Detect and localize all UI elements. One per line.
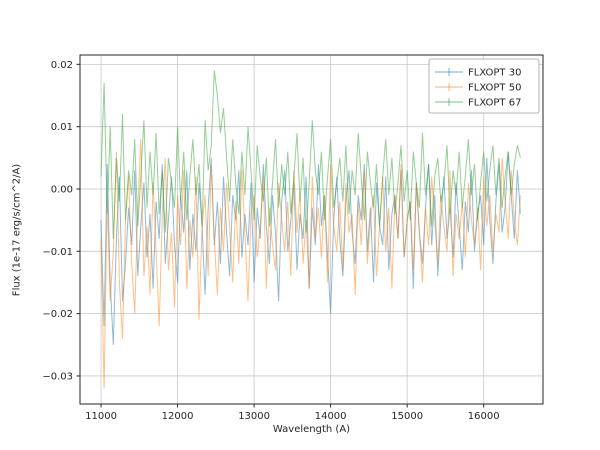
x-tick-label: 14000 [315,411,347,422]
x-axis-label: Wavelength (A) [272,424,351,435]
series-flxopt-50 [100,139,521,389]
y-tick-label: 0.00 [51,184,73,195]
series-flxopt-67 [100,70,521,239]
y-tick-label: −0.01 [42,247,73,258]
y-tick-label: 0.02 [51,60,73,71]
y-tick-label: 0.01 [51,122,73,133]
x-axis: 11000 12000 13000 14000 15000 16000 [85,404,500,422]
legend: FLXOPT 30 FLXOPT 50 FLXOPT 67 [428,58,540,114]
x-tick-label: 11000 [85,411,117,422]
x-tick-label: 16000 [468,411,500,422]
x-tick-label: 12000 [162,411,194,422]
y-tick-label: −0.03 [42,371,73,382]
y-tick-label: −0.02 [42,309,73,320]
x-tick-label: 15000 [391,411,423,422]
legend-label: FLXOPT 30 [468,68,521,79]
x-tick-label: 13000 [238,411,270,422]
legend-label: FLXOPT 67 [468,98,521,109]
legend-label: FLXOPT 50 [468,83,521,94]
y-axis: −0.03 −0.02 −0.01 0.00 0.01 0.02 [42,60,80,382]
plot-border [79,54,544,405]
